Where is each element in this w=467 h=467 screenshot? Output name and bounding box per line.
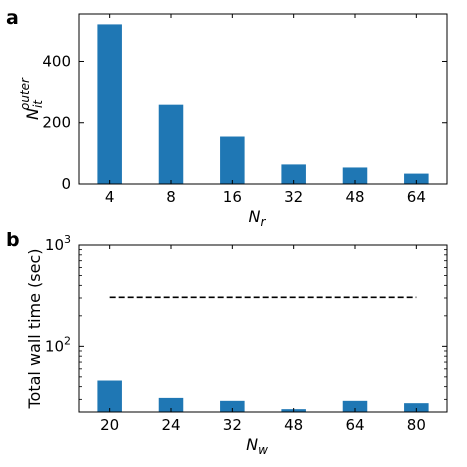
x-axis-label-subscript: w [258,443,268,457]
x-tick-label: 32 [223,416,242,434]
y-axis-label-subscript: it [31,99,45,108]
y-axis-label: Nitouter [18,77,45,120]
x-axis-label-main: N [249,207,261,226]
bar-16 [220,136,245,184]
x-tick-label: 32 [284,188,303,206]
x-axis-label: Nw [246,435,268,457]
bar-20 [97,380,122,412]
bar-24 [158,397,184,412]
x-axis-label-main: N [246,435,258,454]
y-axis-label-superscript: outer [18,77,32,110]
x-tick-label: 80 [407,416,426,434]
x-tick-label: 4 [105,188,115,206]
bar-32 [281,164,306,184]
bar-80 [404,403,429,412]
y-tick-base: 10 [45,337,64,355]
y-tick-exponent: 2 [64,334,71,347]
bar-4 [97,24,122,184]
bar-48 [342,167,368,184]
y-axis-label-main: N [23,108,42,120]
y-tick-label: 102 [45,334,71,355]
y-tick-label: 200 [42,114,71,132]
y-tick-exponent: 3 [64,233,71,246]
x-tick-label: 64 [407,188,426,206]
y-axis-label: Total wall time (sec) [25,248,44,409]
x-tick-label: 48 [345,188,364,206]
y-tick-label: 400 [42,52,71,70]
panel-label-a: a [6,7,19,29]
x-tick-label: 16 [223,188,242,206]
bar-64 [404,173,429,184]
x-tick-label: 24 [161,416,180,434]
y-tick-base: 10 [45,236,64,254]
bar-64 [342,400,368,412]
x-tick-label: 8 [166,188,176,206]
panel-label-b: b [6,229,20,251]
axes-frame [78,244,448,413]
x-tick-label: 64 [345,416,364,434]
x-axis-label: Nr [249,207,267,229]
bar-32 [220,400,245,412]
bar-8 [158,104,184,184]
x-tick-label: 20 [100,416,119,434]
x-axis-label-subscript: r [261,215,267,229]
x-tick-label: 48 [284,416,303,434]
y-tick-label: 103 [45,233,71,254]
y-tick-label: 0 [61,175,71,193]
axes-frame [78,13,448,185]
